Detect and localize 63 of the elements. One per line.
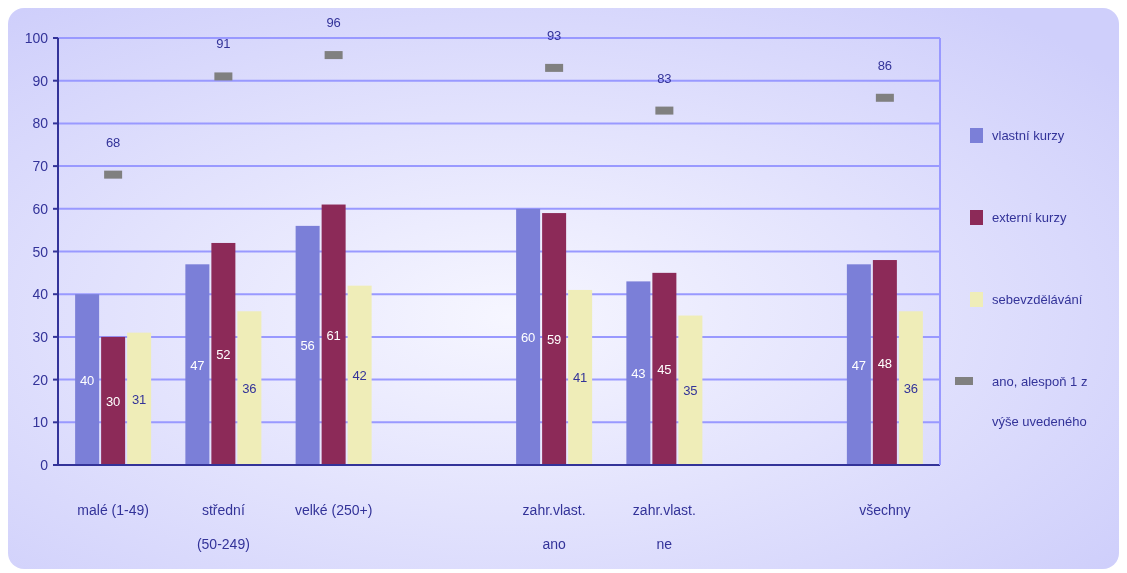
y-tick-label: 50: [32, 243, 49, 260]
data-label: 91: [216, 36, 231, 52]
legend-label: sebevzdělávání: [992, 292, 1083, 307]
data-label: 86: [877, 57, 893, 73]
data-label: 30: [105, 393, 121, 409]
category-label: střední (50-249): [196, 502, 250, 552]
legend-label: externí kurzy: [992, 210, 1067, 225]
data-label: 42: [352, 368, 367, 384]
data-label: 47: [190, 357, 205, 373]
data-label: 45: [657, 361, 672, 377]
data-label: 96: [326, 15, 341, 31]
bar: [295, 225, 320, 465]
y-tick-label: 0: [40, 457, 49, 473]
y-tick-label: 70: [32, 158, 49, 175]
data-label: 41: [572, 370, 588, 386]
y-tick-label: 10: [32, 414, 49, 431]
data-label: 93: [546, 27, 562, 43]
y-tick-label: 60: [32, 200, 49, 217]
data-label: 61: [326, 327, 341, 343]
bar: [237, 311, 262, 465]
legend-label: vlastní kurzy: [992, 128, 1065, 143]
bar: [626, 281, 651, 465]
bar: [321, 204, 346, 465]
bar: [872, 260, 897, 465]
bar: [568, 289, 593, 465]
y-tick-label: 30: [32, 328, 49, 345]
bar: [347, 285, 372, 465]
category-label: zahr.vlast. ano: [522, 502, 586, 552]
bar: [846, 264, 871, 465]
bar: [652, 272, 677, 465]
data-label: 60: [520, 329, 536, 345]
x-tick-label: velké (250+): [294, 502, 373, 518]
data-label: 31: [131, 391, 147, 407]
bar: [516, 208, 541, 465]
y-tick-label: 80: [32, 115, 49, 132]
data-label: 35: [683, 383, 698, 399]
data-label: 59: [546, 332, 562, 348]
data-label: 68: [105, 134, 121, 150]
bar: [211, 242, 236, 465]
y-tick-label: 90: [32, 72, 49, 89]
x-tick-label: malé (1-49): [77, 502, 149, 518]
y-tick-label: 20: [32, 371, 49, 388]
y-tick-label: 100: [24, 30, 49, 46]
data-label: 83: [657, 70, 672, 86]
data-label: 36: [242, 381, 257, 397]
data-label: 52: [216, 346, 231, 362]
bar: [101, 336, 126, 465]
data-label: 36: [903, 381, 919, 397]
data-label: 40: [79, 372, 95, 388]
bar: [75, 294, 100, 465]
bar: [185, 264, 210, 465]
data-label: 56: [300, 338, 315, 354]
bar: [542, 213, 567, 465]
x-tick-label: všechny: [859, 502, 911, 518]
data-label: 43: [631, 366, 646, 382]
category-label: zahr.vlast. ne: [632, 502, 696, 552]
text: ano, alespoň 1 z výše uvedeného: [992, 374, 1088, 429]
y-tick-label: 40: [32, 286, 49, 303]
data-label: 47: [851, 357, 867, 373]
bar: [127, 332, 152, 465]
bar: [898, 311, 923, 465]
data-label: 48: [877, 355, 893, 371]
bar: [678, 315, 703, 465]
